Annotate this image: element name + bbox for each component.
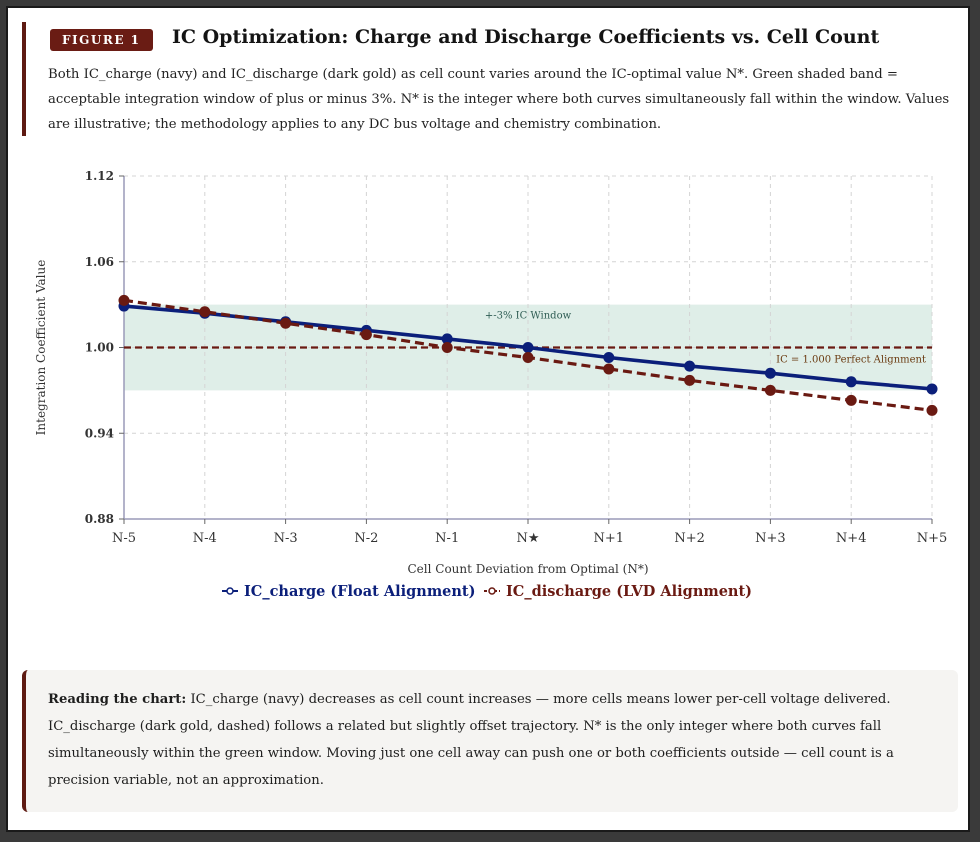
figure-description: Both IC_charge (navy) and IC_discharge (… <box>48 67 950 132</box>
y-tick-label: 1.06 <box>85 255 114 269</box>
data-point-ic-charge <box>522 342 534 353</box>
figure-title: IC Optimization: Charge and Discharge Co… <box>172 26 880 48</box>
y-tick-label: 1.00 <box>85 341 114 355</box>
data-point-ic-charge <box>441 333 453 345</box>
reading-note: Reading the chart: IC_charge (navy) decr… <box>22 670 958 812</box>
legend-label: IC_discharge (LVD Alignment) <box>506 583 752 600</box>
legend-swatch-marker <box>488 587 496 595</box>
data-point-ic-discharge <box>684 374 696 386</box>
x-tick-label: N-2 <box>354 531 378 546</box>
data-point-ic-discharge <box>199 306 211 318</box>
x-tick-label: N-1 <box>435 531 459 546</box>
data-point-ic-discharge <box>764 384 776 396</box>
data-point-ic-discharge <box>360 329 372 341</box>
data-point-ic-charge <box>684 360 696 372</box>
x-tick-label: N+2 <box>674 531 705 546</box>
x-tick-label: N+4 <box>836 531 867 546</box>
y-tick-label: 0.88 <box>85 512 114 526</box>
reference-line-label: IC = 1.000 Perfect Alignment <box>776 355 926 366</box>
legend-label: IC_charge (Float Alignment) <box>244 583 475 600</box>
data-point-ic-discharge <box>603 363 615 375</box>
x-tick-label: N-3 <box>274 531 298 546</box>
y-tick-label: 0.94 <box>85 426 114 440</box>
chart-svg: 0.88 0.94 1.00 1.06 1.12 N-5 N-4 N-3 N-2 N-1 N★ N+1… <box>34 169 948 600</box>
x-tick-label: N-5 <box>112 531 136 546</box>
figure-badge: FIGURE 1 <box>50 29 153 51</box>
x-tick-label: N+5 <box>917 531 948 546</box>
x-axis-title: Cell Count Deviation from Optimal (N*) <box>407 562 648 576</box>
data-point-ic-discharge <box>280 317 292 329</box>
y-tick-label: 1.12 <box>85 169 114 183</box>
header-accent-bar <box>22 22 26 136</box>
data-point-ic-charge <box>603 352 615 364</box>
data-point-ic-discharge <box>441 342 453 353</box>
reading-note-lead: Reading the chart: <box>48 692 187 707</box>
x-tick-label: N+1 <box>594 531 625 546</box>
data-point-ic-discharge <box>926 404 938 416</box>
reading-note-text: IC_charge (navy) decreases as cell count… <box>48 692 894 788</box>
data-point-ic-discharge <box>845 394 857 406</box>
x-tick-label: N★ <box>516 531 539 546</box>
x-tick-label: N+3 <box>755 531 786 546</box>
band-label: +-3% IC Window <box>485 311 572 322</box>
data-point-ic-charge <box>845 376 857 388</box>
data-point-ic-discharge <box>522 352 534 364</box>
legend-swatch-marker <box>226 587 234 595</box>
data-point-ic-charge <box>926 383 938 395</box>
y-axis-title: Integration Coefficient Value <box>34 260 48 436</box>
data-point-ic-charge <box>764 367 776 379</box>
x-tick-label: N-4 <box>193 531 217 546</box>
data-point-ic-discharge <box>118 294 130 306</box>
